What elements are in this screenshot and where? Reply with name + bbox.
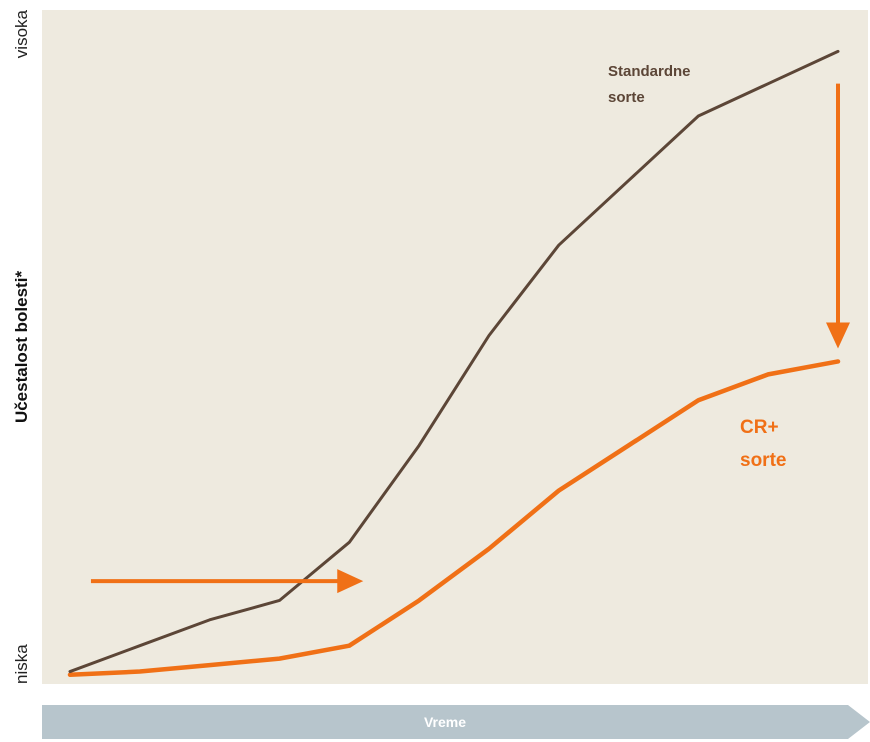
time-arrow-bar — [42, 705, 870, 739]
series-line-cr-plus — [67, 359, 841, 678]
delay-arrow — [90, 569, 364, 594]
series-line-standard — [68, 49, 840, 674]
arrow-head — [826, 322, 850, 349]
y-tick-label-high: visoka — [12, 9, 31, 58]
series-label-cr-plus-line-2: sorte — [740, 450, 786, 471]
x-axis-title: Vreme — [424, 714, 466, 730]
series-layer — [67, 49, 841, 678]
series-label-standard-line-1: Standardne — [608, 63, 691, 80]
arrow-head — [337, 569, 364, 594]
y-axis-title: Učestalost bolesti* — [12, 271, 31, 423]
y-tick-label-low: niska — [12, 644, 31, 684]
series-label-cr-plus: CR+ sorte — [740, 417, 786, 471]
series-label-standard: Standardne sorte — [608, 63, 695, 106]
series-label-standard-line-2: sorte — [608, 89, 645, 106]
series-label-cr-plus-line-1: CR+ — [740, 417, 779, 438]
annotation-layer — [90, 83, 850, 594]
reduction-arrow — [826, 83, 850, 349]
